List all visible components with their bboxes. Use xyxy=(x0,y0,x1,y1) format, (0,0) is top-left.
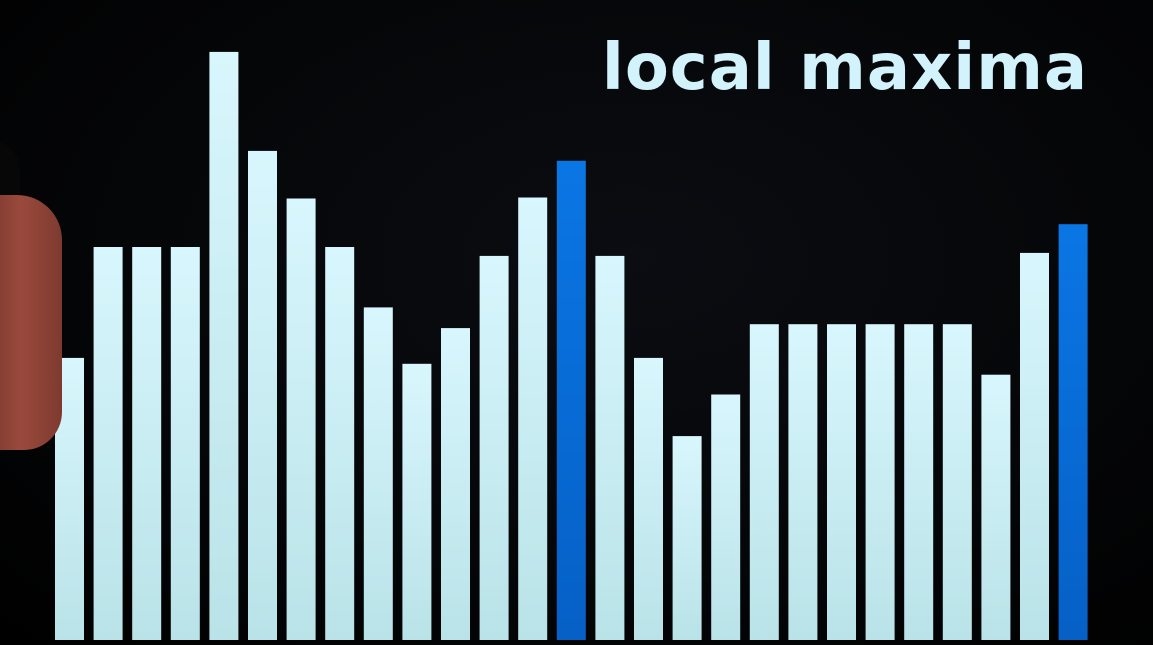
presenter-arm xyxy=(0,195,62,450)
bars-group xyxy=(55,51,1088,641)
bar xyxy=(711,394,741,640)
bar xyxy=(132,247,162,640)
chart-title: local maxima xyxy=(601,31,1089,105)
bar-highlighted xyxy=(556,160,586,641)
bar xyxy=(942,324,972,640)
bar xyxy=(1020,252,1049,640)
bar xyxy=(286,198,316,640)
bar xyxy=(325,247,355,640)
bar xyxy=(749,324,779,640)
bar xyxy=(981,374,1011,640)
bar xyxy=(170,247,200,640)
bar xyxy=(865,324,895,640)
bar-highlighted xyxy=(1058,224,1088,640)
bar xyxy=(672,436,702,640)
bar xyxy=(827,324,856,640)
bar xyxy=(479,255,509,640)
bar xyxy=(93,247,123,640)
bar xyxy=(441,328,470,640)
bar xyxy=(402,363,432,640)
bar xyxy=(248,150,277,640)
bar xyxy=(363,307,393,640)
bar xyxy=(904,324,934,640)
bar xyxy=(788,324,818,640)
bar xyxy=(518,197,548,640)
bar xyxy=(634,357,663,640)
bar xyxy=(595,255,625,640)
bar xyxy=(209,51,239,640)
